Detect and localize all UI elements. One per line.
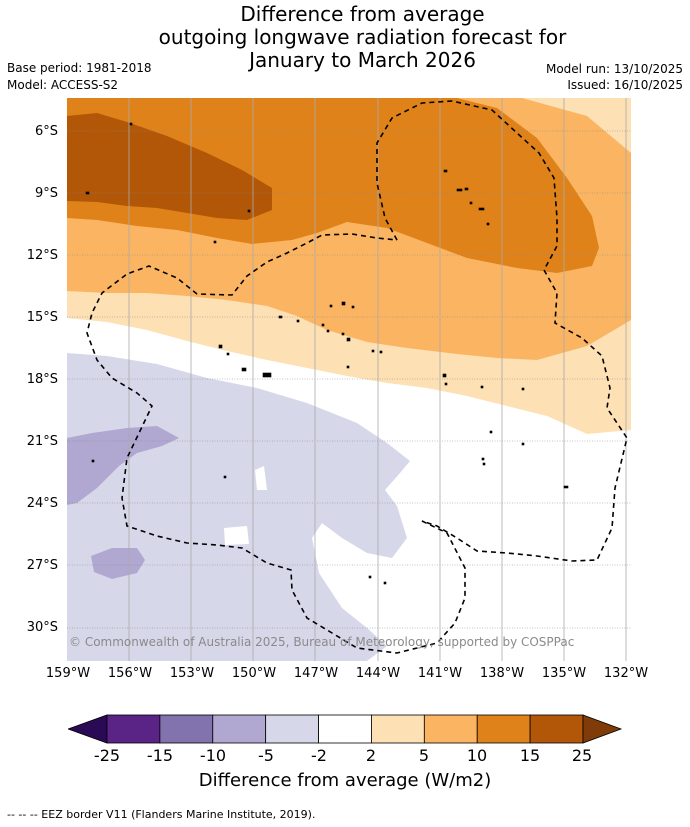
model-run: Model run: 13/10/2025 <box>545 62 683 76</box>
base-period: Base period: 1981-2018 <box>7 61 152 75</box>
colorbar-cell <box>371 714 425 744</box>
copyright-notice: © Commonwealth of Australia 2025, Bureau… <box>69 635 574 649</box>
lat-label: 21°S <box>26 434 58 449</box>
colorbar-tick: -25 <box>93 746 121 765</box>
colorbar-tick: 2 <box>365 746 377 765</box>
lon-label: 138°W <box>479 666 525 681</box>
colorbar-tick: -5 <box>258 746 274 765</box>
region-white-hole-2 <box>255 466 267 490</box>
lon-label: 156°W <box>107 666 153 681</box>
title-line-1: Difference from average <box>240 2 485 26</box>
lat-label: 18°S <box>26 372 58 387</box>
lon-label: 141°W <box>417 666 463 681</box>
graticule <box>67 130 631 629</box>
region-minus-5-to-10-b <box>91 548 145 579</box>
colorbar-tick: 25 <box>571 746 593 765</box>
colorbar-cell <box>159 714 214 744</box>
region-10-to-15 <box>67 98 599 273</box>
colorbar-cell <box>476 714 531 744</box>
lon-label: 135°W <box>541 666 587 681</box>
lon-label: 153°W <box>169 666 215 681</box>
lat-label: 27°S <box>26 558 58 573</box>
issued-date: Issued: 16/10/2025 <box>567 78 683 92</box>
olr-anomaly-map: © Commonwealth of Australia 2025, Bureau… <box>67 98 631 661</box>
region-15-to-25 <box>67 113 272 220</box>
lon-label: 150°W <box>231 666 277 681</box>
colorbar <box>68 714 623 744</box>
colorbar-under-arrow <box>68 714 108 744</box>
region-minus-5-to-10 <box>67 426 179 505</box>
lat-label: 15°S <box>26 310 58 325</box>
model-name: Model: ACCESS-S2 <box>7 78 119 92</box>
eez-border-north <box>376 100 628 562</box>
colorbar-cell <box>106 714 161 744</box>
colorbar-tick: 15 <box>519 746 541 765</box>
colorbar-cell <box>529 714 584 744</box>
colorbar-tick: -2 <box>311 746 327 765</box>
colorbar-title: Difference from average (W/m2) <box>198 770 492 791</box>
colorbar-cell <box>318 714 372 744</box>
meridians <box>128 98 627 661</box>
lat-label: 30°S <box>26 620 58 635</box>
title-line-2: outgoing longwave radiation forecast for <box>158 25 567 49</box>
islands <box>85 122 569 585</box>
colorbar-tick: 5 <box>418 746 430 765</box>
lon-label: 147°W <box>293 666 339 681</box>
colorbar-over-arrow <box>582 714 623 744</box>
lat-label: 6°S <box>34 124 58 139</box>
colorbar-cell <box>423 714 478 744</box>
eez-legend: -- -- -- EEZ border V11 (Flanders Marine… <box>7 808 316 821</box>
eez-border-south <box>86 233 466 654</box>
title-line-3: January to March 2026 <box>249 48 476 72</box>
lat-label: 12°S <box>26 248 58 263</box>
region-white-hole <box>224 526 249 545</box>
colorbar-tick: -15 <box>146 746 174 765</box>
colorbar-tick: -10 <box>199 746 227 765</box>
lat-label: 9°S <box>34 186 58 201</box>
lat-label: 24°S <box>26 496 58 511</box>
lon-label: 159°W <box>45 666 91 681</box>
lon-label: 132°W <box>603 666 649 681</box>
lon-label: 144°W <box>355 666 401 681</box>
colorbar-cell <box>265 714 319 744</box>
colorbar-tick: 10 <box>466 746 488 765</box>
colorbar-cell <box>212 714 267 744</box>
